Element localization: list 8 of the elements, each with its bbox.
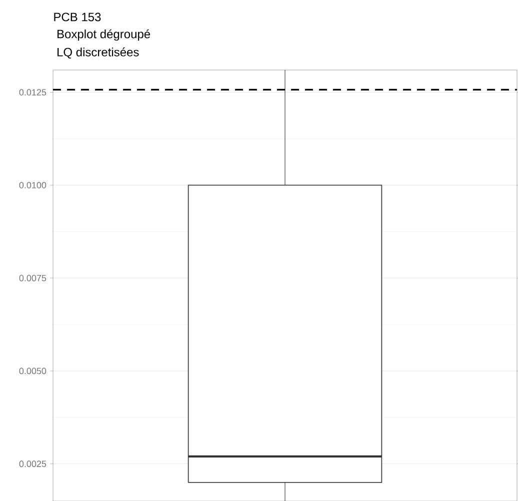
y-tick-label: 0.0100 (19, 182, 46, 188)
chart-subtitle: Boxplot dégroupé (58, 29, 150, 41)
y-tick-label: 0.0050 (19, 368, 46, 374)
chart-title: PCB 153 (54, 12, 101, 22)
text: LQ discretisées (58, 47, 139, 59)
y-tick-label: 0.0125 (19, 89, 46, 96)
y-tick-label: 0.0025 (19, 460, 46, 468)
y-tick-label: 0.0075 (19, 274, 46, 282)
